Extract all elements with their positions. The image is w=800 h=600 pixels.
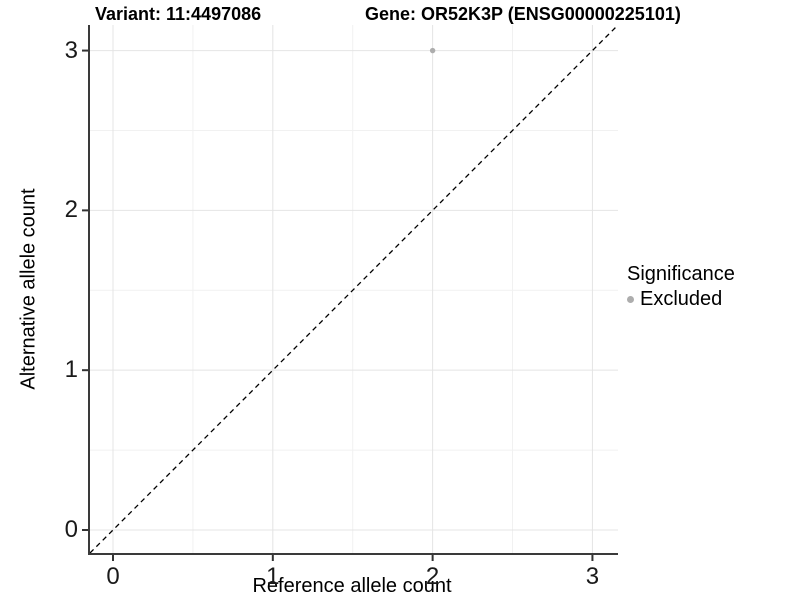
x-tick-label: 2: [425, 563, 440, 590]
x-tick-label: 0: [106, 563, 120, 590]
legend-title: Significance: [627, 263, 735, 285]
variant-title: Variant: 11:4497086: [95, 4, 262, 24]
legend-item-label: Excluded: [640, 288, 723, 310]
x-axis-title: Reference allele count: [252, 575, 452, 597]
y-tick-label: 2: [64, 196, 78, 224]
x-tick-label: 1: [266, 563, 280, 590]
x-tick-label: 3: [585, 563, 600, 590]
identity-reference-line: [89, 24, 619, 554]
y-axis-title: Alternative allele count: [17, 188, 40, 390]
y-tick-label: 1: [64, 356, 78, 384]
legend-point-icon: [627, 296, 634, 303]
gene-title: Gene: OR52K3P (ENSG00000225101): [365, 4, 681, 24]
data-point: [429, 47, 436, 54]
y-tick-label: 3: [64, 36, 78, 64]
legend: Significance Excluded: [627, 263, 735, 311]
legend-item-excluded: Excluded: [627, 288, 735, 311]
y-tick-label: 0: [64, 515, 78, 543]
